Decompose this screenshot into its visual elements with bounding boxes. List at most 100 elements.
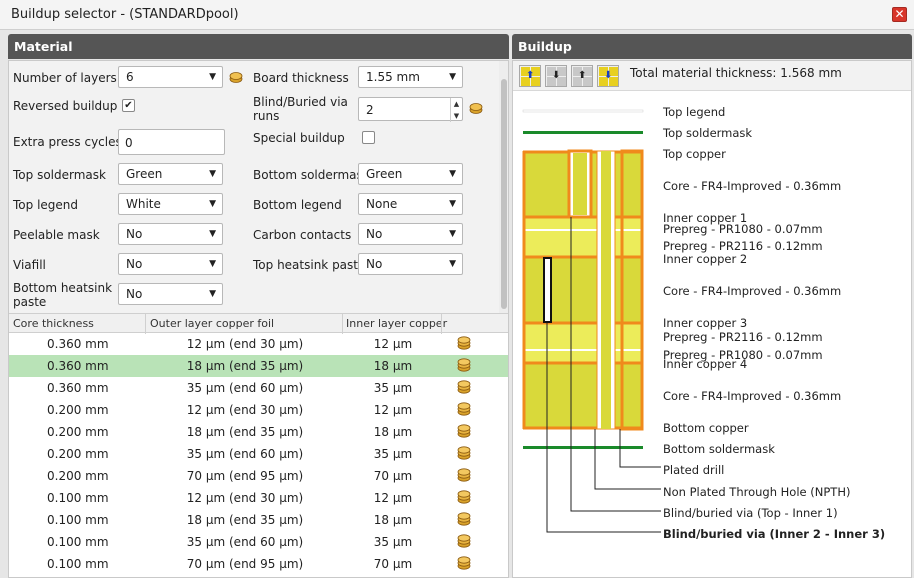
coin-stack-icon[interactable] [457, 380, 471, 397]
cell-core-thickness: 0.100 mm [47, 557, 109, 571]
cell-outer-copper: 35 µm (end 60 µm) [186, 381, 304, 395]
coin-stack-icon[interactable] [457, 402, 471, 419]
scrollbar-thumb[interactable] [501, 79, 507, 309]
bottom-legend-select[interactable]: None ▼ [358, 193, 463, 215]
layer-swatch [557, 67, 566, 76]
spinner[interactable]: ▲ ▼ [450, 98, 462, 122]
cell-core-thickness: 0.200 mm [47, 403, 109, 417]
carbon-contacts-select[interactable]: No ▼ [358, 223, 463, 245]
bottom-heatsink-paste-label: Bottom heatsink paste [13, 281, 113, 309]
chevron-down-icon: ▼ [449, 199, 456, 209]
layer-swatch [573, 77, 582, 86]
move-layer-up-button[interactable]: ⬆ [519, 65, 541, 87]
special-buildup-label: Special buildup [253, 131, 345, 145]
table-row[interactable]: 0.360 mm 35 µm (end 60 µm) 35 µm [9, 377, 508, 399]
coin-stack-icon[interactable] [457, 424, 471, 441]
layer-swatch [521, 67, 530, 76]
buildup-toolbar: ⬆ ⬇ ⬆ ⬇ Total material thickness: 1.568 … [513, 61, 911, 91]
close-button[interactable]: ✕ [892, 7, 907, 22]
layer-swatch [599, 67, 608, 76]
label-top-copper: Top copper [663, 147, 726, 161]
viafill-label: Viafill [13, 258, 46, 272]
top-heatsink-paste-select[interactable]: No ▼ [358, 253, 463, 275]
number-of-layers-label: Number of layers [13, 71, 117, 85]
column-header-outer-copper[interactable]: Outer layer copper foil [150, 317, 275, 330]
table-row[interactable]: 0.100 mm 35 µm (end 60 µm) 35 µm [9, 531, 508, 553]
coin-stack-icon[interactable] [457, 534, 471, 551]
arrow-up-icon: ⬆ [526, 70, 535, 81]
cell-core-thickness: 0.100 mm [47, 513, 109, 527]
cell-core-thickness: 0.360 mm [47, 337, 109, 351]
cell-outer-copper: 12 µm (end 30 µm) [186, 403, 304, 417]
coin-stack-icon[interactable] [469, 102, 483, 114]
label-via-top-inner1: Blind/buried via (Top - Inner 1) [663, 506, 838, 520]
layer-swatch [531, 77, 540, 86]
buildup-panel: ⬆ ⬇ ⬆ ⬇ Total material thickness: 1.568 … [512, 60, 912, 578]
bottom-soldermask-select[interactable]: Green ▼ [358, 163, 463, 185]
move-layer-down-button[interactable]: ⬇ [545, 65, 567, 87]
form-scrollbar[interactable] [499, 61, 508, 313]
table-row[interactable]: 0.200 mm 12 µm (end 30 µm) 12 µm [9, 399, 508, 421]
window-title: Buildup selector - (STANDARDpool) [11, 7, 239, 22]
cell-inner-copper: 35 µm [373, 535, 413, 549]
viafill-select[interactable]: No ▼ [118, 253, 223, 275]
top-legend-select[interactable]: White ▼ [118, 193, 223, 215]
blind-via-top-inner1-fill [573, 153, 587, 215]
table-row[interactable]: 0.360 mm 12 µm (end 30 µm) 12 µm [9, 333, 508, 355]
carbon-contacts-label: Carbon contacts [253, 228, 352, 242]
table-row[interactable]: 0.100 mm 70 µm (end 95 µm) 70 µm [9, 553, 508, 575]
bottom-heatsink-paste-select[interactable]: No ▼ [118, 283, 223, 305]
label-inner-copper-3: Inner copper 3 [663, 316, 748, 330]
top-heatsink-paste-value: No [366, 257, 383, 271]
extra-press-cycles-input[interactable]: 0 [118, 129, 225, 155]
cell-inner-copper: 35 µm [373, 447, 413, 461]
cell-core-thickness: 0.200 mm [47, 469, 109, 483]
layer-swatch [583, 67, 592, 76]
chevron-down-icon: ▼ [449, 229, 456, 239]
reversed-buildup-checkbox[interactable]: ✔ [122, 99, 135, 112]
label-prepreg-1: Prepreg - PR1080 - 0.07mm [663, 222, 823, 236]
extra-press-cycles-label: Extra press cycles [13, 135, 122, 149]
material-panel: Number of layers 6 ▼ Board thickness 1.55… [8, 60, 509, 578]
layer-swatch [583, 77, 592, 86]
flip-up-button[interactable]: ⬆ [571, 65, 593, 87]
column-divider [441, 314, 442, 334]
number-of-layers-select[interactable]: 6 ▼ [118, 66, 223, 88]
chevron-down-icon: ▼ [209, 72, 216, 82]
material-form: Number of layers 6 ▼ Board thickness 1.55… [9, 61, 499, 313]
table-row[interactable]: 0.200 mm 70 µm (end 95 µm) 70 µm [9, 465, 508, 487]
cell-inner-copper: 18 µm [373, 513, 413, 527]
spin-up-icon[interactable]: ▲ [453, 100, 460, 108]
cell-core-thickness: 0.200 mm [47, 447, 109, 461]
cell-outer-copper: 18 µm (end 35 µm) [186, 513, 304, 527]
board-thickness-select[interactable]: 1.55 mm ▼ [358, 66, 463, 88]
table-row[interactable]: 0.200 mm 35 µm (end 60 µm) 35 µm [9, 443, 508, 465]
peelable-mask-select[interactable]: No ▼ [118, 223, 223, 245]
cell-inner-copper: 18 µm [373, 359, 413, 373]
label-plated-drill: Plated drill [663, 463, 725, 477]
label-bottom-soldermask: Bottom soldermask [663, 442, 775, 456]
coin-stack-icon[interactable] [229, 71, 243, 83]
layer-swatch [557, 77, 566, 86]
special-buildup-checkbox[interactable] [362, 131, 375, 144]
blind-buried-runs-input[interactable]: 2 ▲ ▼ [358, 97, 463, 122]
table-row[interactable]: 0.200 mm 18 µm (end 35 µm) 18 µm [9, 421, 508, 443]
column-header-core-thickness[interactable]: Core thickness [13, 317, 94, 330]
coin-stack-icon[interactable] [457, 490, 471, 507]
cell-core-thickness: 0.360 mm [47, 359, 109, 373]
table-row[interactable]: 0.100 mm 12 µm (end 30 µm) 12 µm [9, 487, 508, 509]
bottom-legend-label: Bottom legend [253, 198, 342, 212]
flip-down-button[interactable]: ⬇ [597, 65, 619, 87]
coin-stack-icon[interactable] [457, 556, 471, 573]
top-soldermask-select[interactable]: Green ▼ [118, 163, 223, 185]
table-row[interactable]: 0.100 mm 18 µm (end 35 µm) 18 µm [9, 509, 508, 531]
coin-stack-icon[interactable] [457, 358, 471, 375]
spin-down-icon[interactable]: ▼ [453, 112, 460, 120]
coin-stack-icon[interactable] [457, 468, 471, 485]
column-header-inner-copper[interactable]: Inner layer copper [346, 317, 448, 330]
label-bottom-copper: Bottom copper [663, 421, 749, 435]
coin-stack-icon[interactable] [457, 512, 471, 529]
coin-stack-icon[interactable] [457, 336, 471, 353]
coin-stack-icon[interactable] [457, 446, 471, 463]
table-row[interactable]: 0.360 mm 18 µm (end 35 µm) 18 µm [9, 355, 508, 377]
